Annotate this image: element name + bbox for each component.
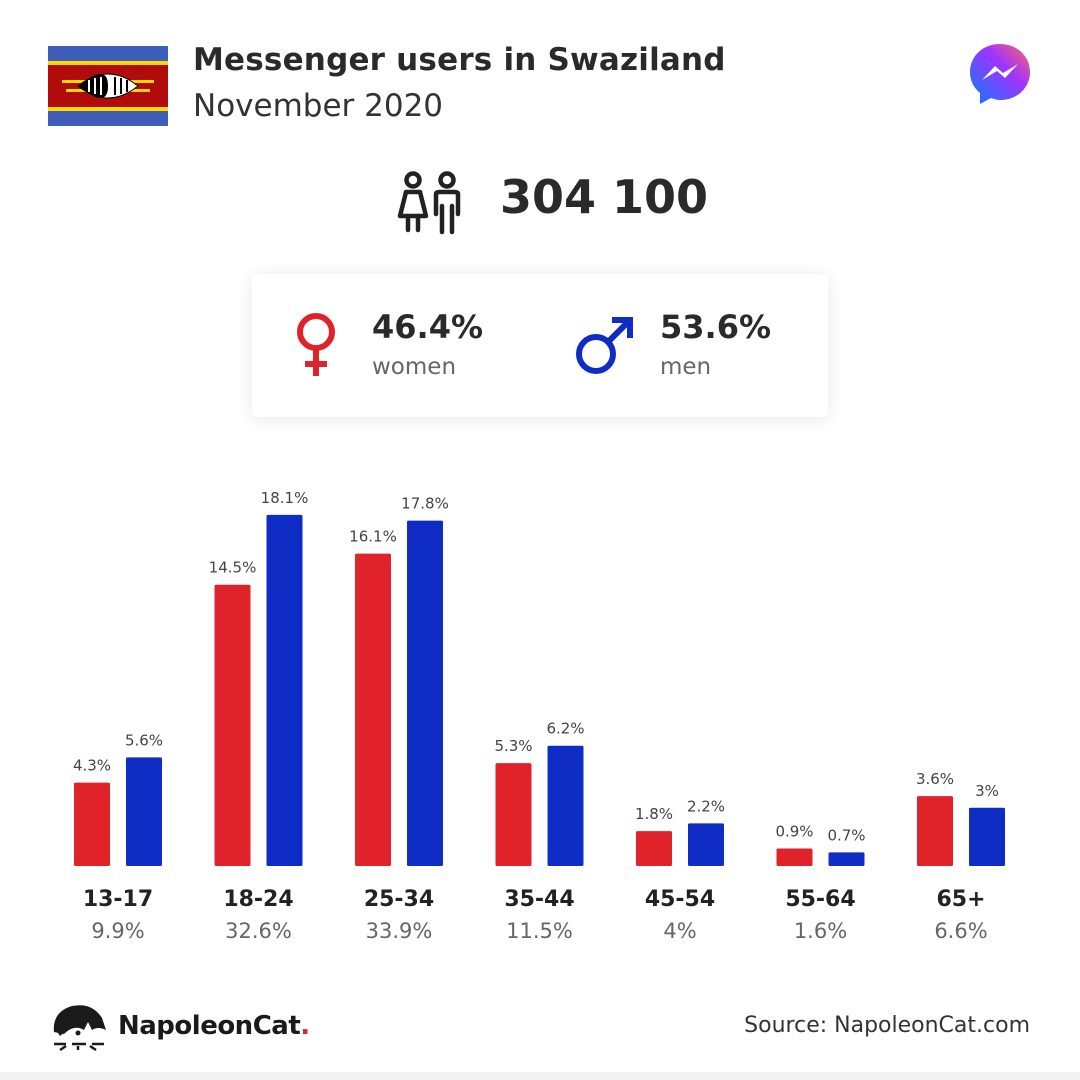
men-bar-18-24 [266,514,303,866]
age-group-total-25-34: 33.9% [366,919,433,943]
age-group-label-55-64: 55-64 [785,887,855,912]
age-group-label-25-34: 25-34 [364,887,434,912]
brand-name: NapoleonCat. [118,1011,310,1041]
age-group-total-65+: 6.6% [934,919,987,943]
men-bar-45-54 [688,823,724,866]
men-value-label-45-54: 2.2% [687,797,725,815]
men-value-label-65+: 3% [975,782,999,800]
men-label: men [660,354,712,380]
men-bar-35-44 [547,745,584,866]
age-group-total-35-44: 11.5% [506,919,573,943]
age-group-total-18-24: 32.6% [225,919,292,943]
users-couple-icon [396,170,468,236]
men-value-label-25-34: 17.8% [401,495,449,513]
men-bar-65+ [969,807,1005,866]
age-group-label-13-17: 13-17 [83,887,153,912]
women-bar-25-34 [355,553,391,866]
age-group-label-35-44: 35-44 [504,887,574,912]
women-value-label-55-64: 0.9% [775,823,813,841]
age-group-label-18-24: 18-24 [223,887,293,912]
men-bar-13-17 [126,757,162,866]
men-percentage: 53.6% [660,308,772,346]
swaziland-flag [48,46,168,126]
age-group-total-45-54: 4% [663,919,696,943]
women-bar-13-17 [74,782,110,866]
source-text: Source: NapoleonCat.com [744,1013,1030,1038]
gender-split-card: 46.4% women 53.6% men [252,274,828,417]
women-bar-45-54 [636,831,672,866]
men-value-label-18-24: 18.1% [261,489,309,507]
women-bar-65+ [917,796,953,866]
page-title: Messenger users in Swaziland [193,42,726,78]
men-value-label-55-64: 0.7% [827,826,865,844]
women-value-label-25-34: 16.1% [349,528,397,546]
male-symbol-icon [574,314,636,376]
women-value-label-35-44: 5.3% [494,737,532,755]
age-group-label-45-54: 45-54 [645,887,715,912]
chart-svg: 4.3% 5.6% 13-17 9.9% 14.5% 18.1% 18-24 32.6% 16.… [73,489,1005,943]
women-label: women [372,354,457,380]
age-group-label-65+: 65+ [936,887,985,912]
men-value-label-35-44: 6.2% [546,720,584,738]
napoleoncat-logo-icon [48,1000,308,1054]
women-value-label-65+: 3.6% [916,770,954,788]
age-group-total-13-17: 9.9% [91,919,144,943]
men-bar-25-34 [407,520,443,866]
men-value-label-13-17: 5.6% [125,731,163,749]
total-users-value: 304 100 [500,170,709,224]
women-bar-35-44 [495,763,532,866]
age-group-total-55-64: 1.6% [794,919,847,943]
age-gender-bar-chart: 4.3% 5.6% 13-17 9.9% 14.5% 18.1% 18-24 32.6% 16.… [0,470,1080,960]
women-value-label-18-24: 14.5% [209,559,257,577]
bottom-divider [0,1072,1080,1080]
women-bar-18-24 [214,584,251,866]
messenger-logo-icon [968,42,1032,106]
page-subtitle: November 2020 [193,88,444,124]
female-symbol-icon [292,312,340,380]
men-bar-55-64 [828,852,865,866]
women-value-label-13-17: 4.3% [73,757,111,775]
women-percentage: 46.4% [372,308,484,346]
women-value-label-45-54: 1.8% [635,805,673,823]
women-bar-55-64 [776,848,813,866]
